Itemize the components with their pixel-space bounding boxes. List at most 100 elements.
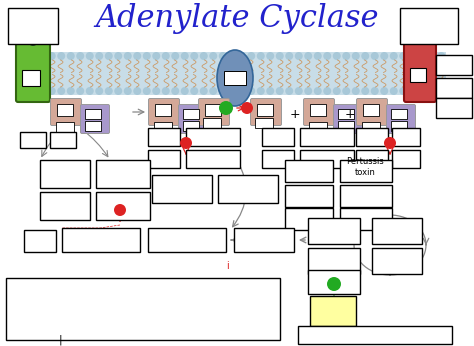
Bar — [28, 52, 446, 95]
Circle shape — [285, 52, 293, 60]
Circle shape — [247, 52, 255, 60]
Bar — [255, 118, 273, 128]
Bar — [155, 104, 171, 116]
Bar — [436, 55, 472, 75]
Circle shape — [219, 87, 227, 95]
Bar — [85, 109, 101, 119]
Circle shape — [219, 101, 233, 115]
Bar — [340, 160, 392, 182]
Circle shape — [171, 52, 179, 60]
Bar — [310, 296, 356, 326]
Circle shape — [48, 52, 56, 60]
Bar — [298, 326, 452, 344]
Circle shape — [409, 52, 417, 60]
Circle shape — [333, 87, 341, 95]
Circle shape — [48, 87, 56, 95]
Text: +: + — [345, 109, 356, 121]
Bar — [391, 109, 407, 119]
Circle shape — [428, 87, 436, 95]
Circle shape — [276, 52, 284, 60]
Bar — [410, 68, 426, 82]
Circle shape — [209, 87, 217, 95]
Circle shape — [380, 52, 388, 60]
Bar — [356, 150, 388, 168]
FancyBboxPatch shape — [303, 99, 335, 126]
Circle shape — [295, 87, 303, 95]
Bar — [183, 121, 199, 131]
Circle shape — [38, 52, 46, 60]
Circle shape — [124, 87, 132, 95]
FancyBboxPatch shape — [386, 104, 416, 134]
Circle shape — [257, 52, 265, 60]
Circle shape — [327, 277, 341, 291]
Bar — [96, 192, 150, 220]
Bar — [436, 78, 472, 98]
Circle shape — [323, 87, 331, 95]
Circle shape — [314, 52, 322, 60]
Circle shape — [437, 52, 445, 60]
Circle shape — [114, 52, 122, 60]
Circle shape — [238, 52, 246, 60]
Bar — [205, 104, 221, 116]
Circle shape — [371, 52, 379, 60]
Bar — [338, 121, 354, 131]
Circle shape — [162, 87, 170, 95]
Circle shape — [180, 137, 192, 149]
Text: |: | — [58, 335, 62, 345]
Bar — [148, 150, 180, 168]
Bar — [308, 248, 360, 274]
Circle shape — [190, 87, 198, 95]
Circle shape — [384, 137, 396, 149]
FancyBboxPatch shape — [179, 104, 208, 134]
Bar — [22, 70, 40, 86]
Bar — [372, 248, 422, 274]
Bar — [6, 278, 280, 340]
Bar — [340, 185, 392, 207]
Bar — [183, 109, 199, 119]
Circle shape — [29, 87, 37, 95]
Circle shape — [241, 102, 253, 114]
Bar — [224, 71, 246, 85]
FancyBboxPatch shape — [356, 99, 388, 126]
Circle shape — [124, 52, 132, 60]
Circle shape — [181, 52, 189, 60]
Circle shape — [361, 52, 369, 60]
Bar — [262, 128, 294, 146]
Bar — [262, 150, 294, 168]
Circle shape — [114, 204, 126, 216]
Bar — [40, 192, 90, 220]
Bar — [285, 208, 333, 230]
Circle shape — [266, 52, 274, 60]
Bar — [392, 128, 420, 146]
Bar — [148, 128, 180, 146]
Bar — [186, 150, 240, 168]
Ellipse shape — [414, 25, 426, 41]
Circle shape — [200, 52, 208, 60]
Circle shape — [399, 87, 407, 95]
Circle shape — [29, 52, 37, 60]
Bar — [372, 218, 422, 244]
Circle shape — [228, 87, 236, 95]
Circle shape — [390, 87, 398, 95]
Circle shape — [371, 87, 379, 95]
Bar — [308, 218, 360, 244]
Circle shape — [95, 87, 103, 95]
Bar — [203, 118, 221, 128]
Bar — [285, 185, 333, 207]
Circle shape — [323, 52, 331, 60]
Circle shape — [304, 52, 312, 60]
Text: i: i — [227, 261, 229, 271]
Bar — [8, 8, 58, 44]
Bar — [257, 104, 273, 116]
Circle shape — [276, 87, 284, 95]
Circle shape — [67, 52, 75, 60]
Circle shape — [181, 87, 189, 95]
Circle shape — [418, 87, 426, 95]
Circle shape — [57, 87, 65, 95]
Circle shape — [228, 52, 236, 60]
Bar — [356, 128, 388, 146]
Circle shape — [190, 52, 198, 60]
Circle shape — [295, 52, 303, 60]
Bar — [96, 160, 150, 188]
Circle shape — [209, 52, 217, 60]
